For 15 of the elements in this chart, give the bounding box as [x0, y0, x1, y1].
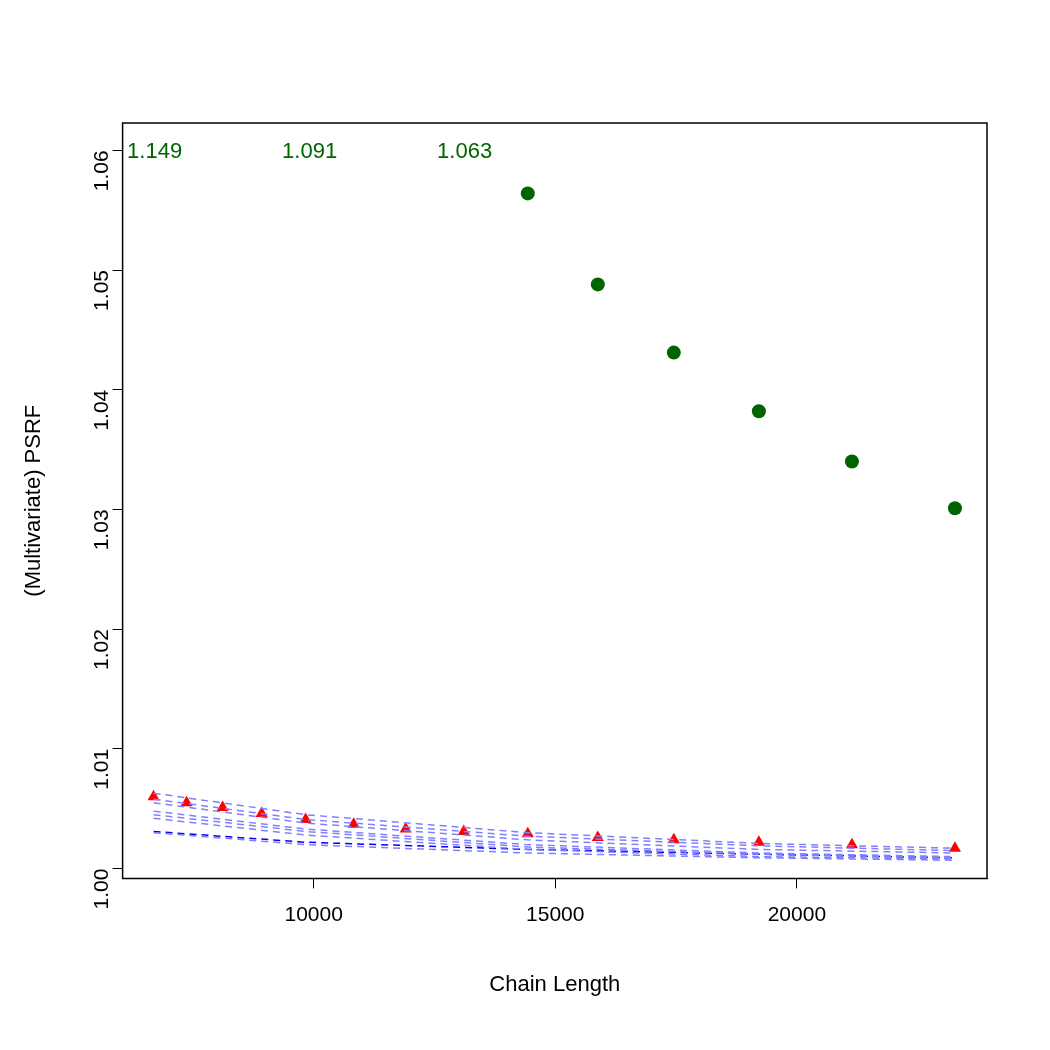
y-tick-label: 1.04	[89, 389, 113, 431]
y-tick-label: 1.05	[89, 270, 113, 311]
x-axis-title: Chain Length	[489, 970, 621, 996]
x-tick-label: 10000	[284, 901, 343, 925]
y-tick-label: 1.00	[89, 868, 113, 910]
x-tick-label: 20000	[767, 901, 827, 925]
annotation: 1.149	[127, 138, 183, 164]
annotation: 1.091	[282, 138, 338, 164]
y-tick-label: 1.06	[89, 150, 113, 192]
x-tick-label: 15000	[526, 901, 585, 925]
annotation: 1.063	[437, 138, 493, 164]
y-tick-label: 1.01	[89, 748, 113, 790]
y-axis-title: (Multivariate) PSRF	[20, 404, 46, 597]
y-tick-label: 1.02	[89, 629, 113, 671]
y-tick-label: 1.03	[89, 509, 113, 551]
